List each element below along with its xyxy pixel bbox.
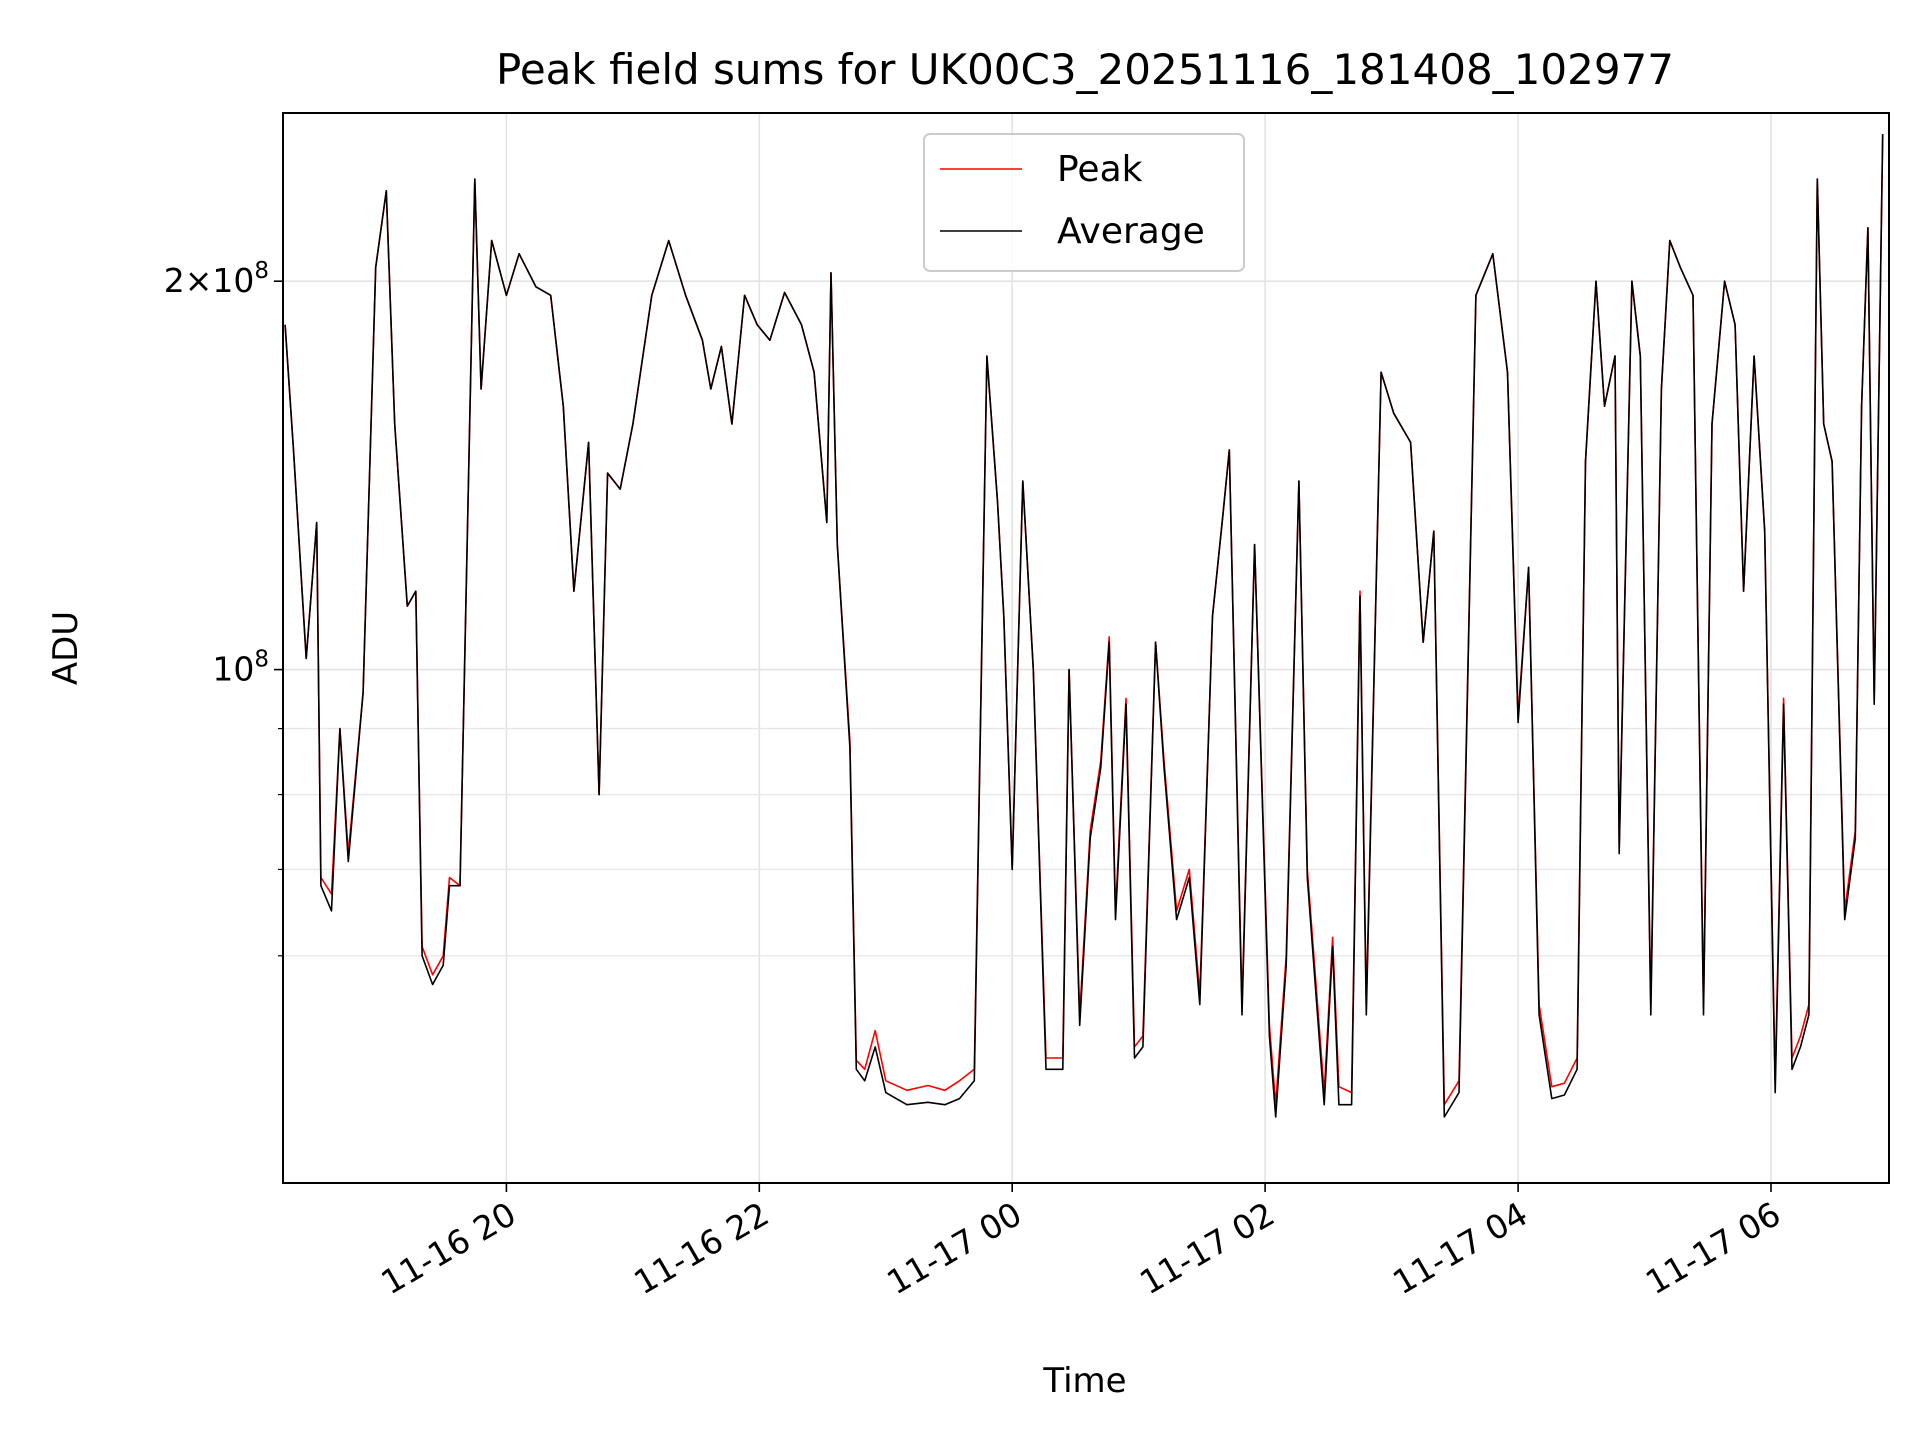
y-tick-label: 108	[212, 647, 269, 689]
series-layer	[284, 134, 1884, 1118]
y-tick-label: 2×108	[164, 258, 269, 300]
x-axis-label: Time	[1042, 1361, 1126, 1401]
legend: Peak Average	[923, 133, 1245, 272]
chart-title: Peak field sums for UK00C3_20251116_1814…	[496, 45, 1674, 94]
legend-label-peak: Peak	[1057, 149, 1143, 190]
legend-label-average: Average	[1057, 211, 1205, 252]
plot-frame	[282, 112, 1890, 1184]
y-axis-label: ADU	[46, 611, 86, 685]
grid-layer	[283, 113, 1889, 1183]
series-line-average	[284, 134, 1884, 1118]
